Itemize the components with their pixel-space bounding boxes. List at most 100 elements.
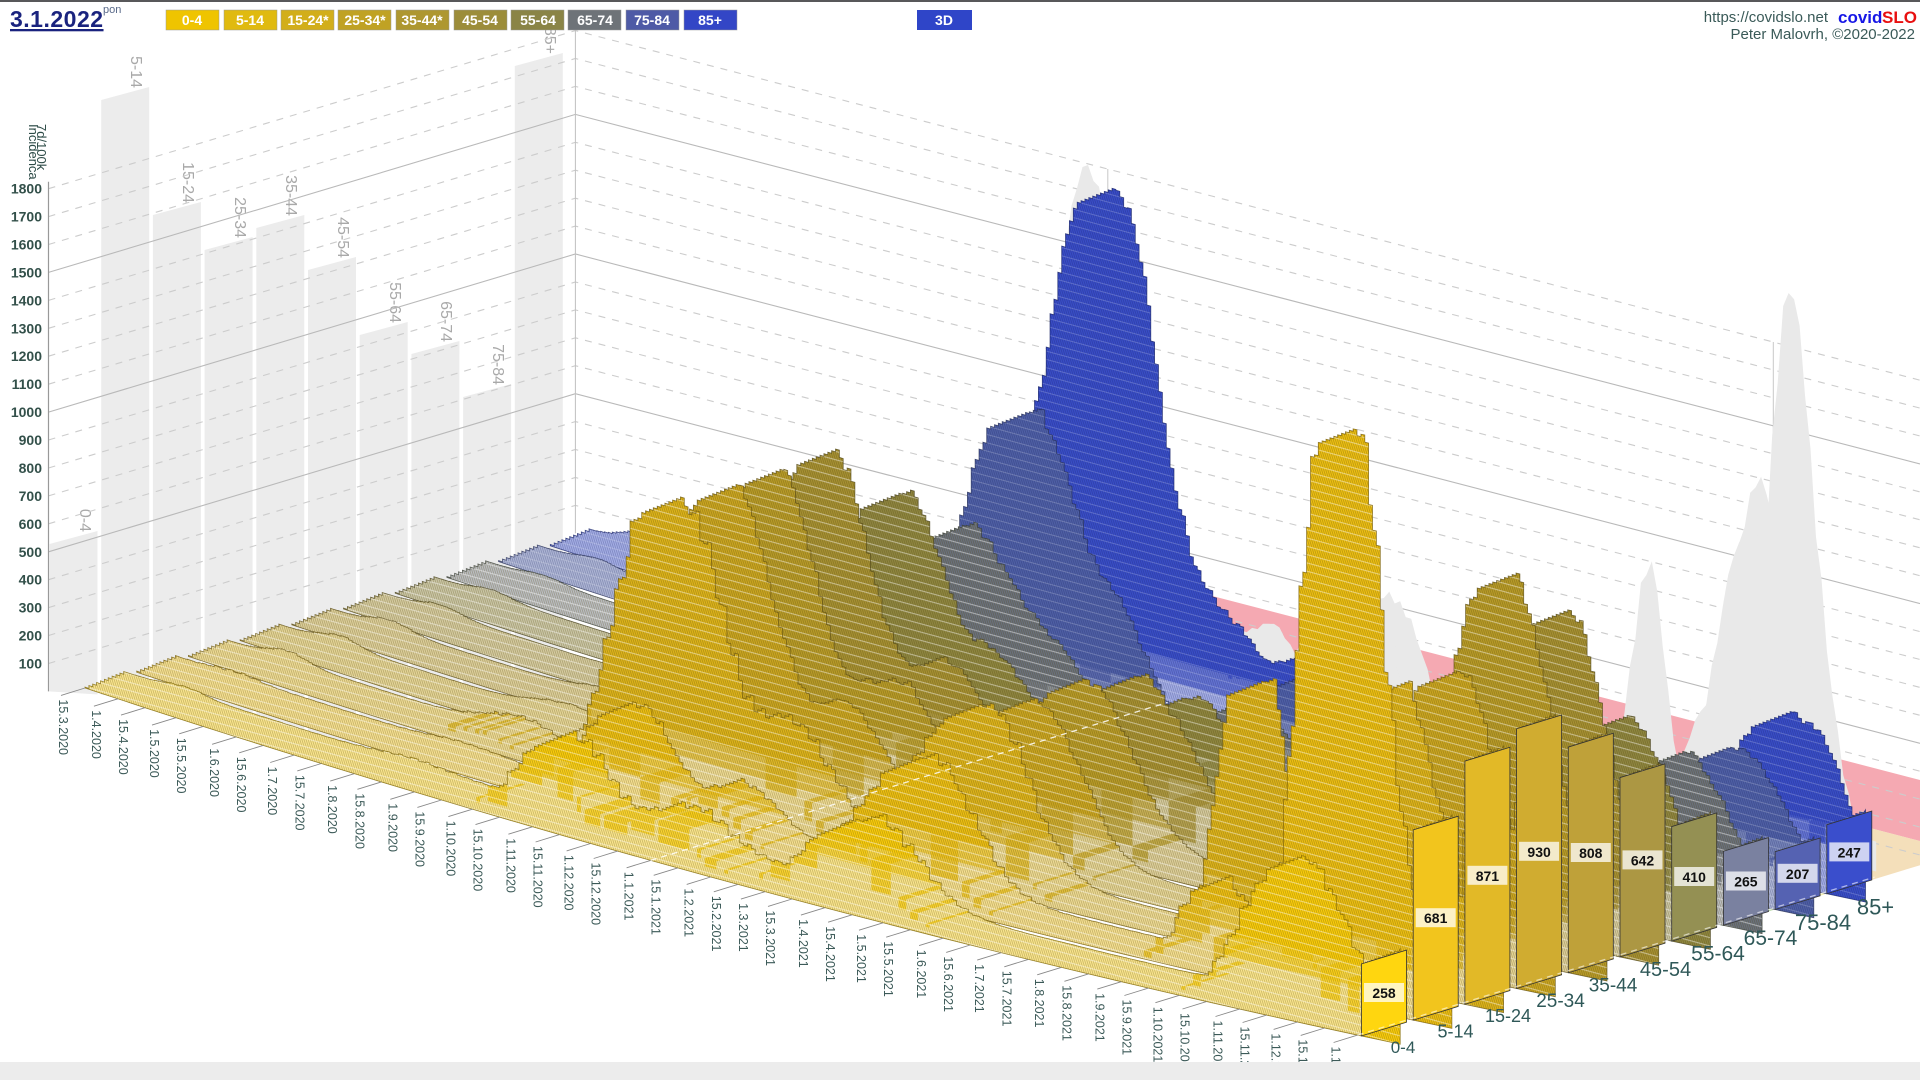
- svg-text:1.6.2021: 1.6.2021: [914, 950, 928, 999]
- svg-text:45-54: 45-54: [462, 12, 498, 28]
- svg-text:207: 207: [1786, 866, 1810, 882]
- svg-text:65-74: 65-74: [437, 301, 454, 342]
- svg-text:1.10.2021: 1.10.2021: [1150, 1007, 1164, 1063]
- svg-text:25-34: 25-34: [231, 197, 248, 238]
- svg-text:15.3.2020: 15.3.2020: [56, 699, 70, 755]
- svg-text:75-84: 75-84: [489, 344, 506, 385]
- svg-text:15.10.2021: 15.10.2021: [1178, 1013, 1192, 1076]
- svg-text:15.5.2021: 15.5.2021: [881, 941, 895, 997]
- svg-text:1.4.2021: 1.4.2021: [796, 919, 810, 968]
- svg-text:500: 500: [19, 544, 43, 560]
- svg-text:15.11.2020: 15.11.2020: [531, 846, 545, 908]
- svg-text:930: 930: [1527, 844, 1551, 860]
- svg-text:0-4: 0-4: [1391, 1038, 1416, 1057]
- svg-text:85+: 85+: [1857, 894, 1894, 919]
- svg-text:1.5.2020: 1.5.2020: [147, 729, 161, 778]
- svg-text:15-24: 15-24: [1485, 1006, 1531, 1026]
- svg-text:1800: 1800: [11, 181, 42, 197]
- svg-text:15.10.2020: 15.10.2020: [471, 829, 485, 892]
- svg-text:410: 410: [1683, 869, 1707, 885]
- svg-text:1.5.2021: 1.5.2021: [854, 934, 868, 983]
- svg-text:35-44*: 35-44*: [401, 12, 443, 28]
- svg-text:65-74: 65-74: [1744, 927, 1798, 950]
- svg-text:15-24: 15-24: [179, 162, 196, 203]
- svg-text:Peter Malovrh, ©2020-2022: Peter Malovrh, ©2020-2022: [1731, 26, 1916, 43]
- svg-text:55-64: 55-64: [386, 282, 403, 323]
- svg-text:871: 871: [1476, 868, 1500, 884]
- svg-text:1700: 1700: [11, 209, 42, 225]
- svg-text:400: 400: [19, 572, 43, 588]
- svg-text:55-64: 55-64: [1691, 943, 1745, 966]
- svg-text:642: 642: [1631, 852, 1655, 868]
- svg-text:1.3.2021: 1.3.2021: [736, 903, 750, 952]
- svg-text:3D: 3D: [935, 12, 953, 28]
- svg-text:5-14: 5-14: [1437, 1022, 1473, 1042]
- svg-text:15.6.2020: 15.6.2020: [234, 757, 248, 813]
- svg-text:1.11.2021: 1.11.2021: [1211, 1021, 1225, 1076]
- svg-text:1600: 1600: [11, 237, 42, 253]
- svg-text:1.4.2020: 1.4.2020: [89, 710, 103, 759]
- svg-text:75-84: 75-84: [634, 12, 670, 28]
- svg-text:1.12.2020: 1.12.2020: [562, 855, 576, 911]
- svg-text:covid: covid: [1838, 8, 1882, 27]
- svg-text:200: 200: [19, 628, 43, 644]
- svg-text:15.1.2021: 15.1.2021: [649, 879, 663, 935]
- svg-text:808: 808: [1579, 845, 1603, 861]
- svg-text:1.8.2020: 1.8.2020: [325, 785, 339, 834]
- svg-text:75-84: 75-84: [1795, 910, 1851, 935]
- svg-text:15-24*: 15-24*: [287, 12, 329, 28]
- svg-text:85+: 85+: [541, 27, 558, 54]
- svg-text:15.6.2021: 15.6.2021: [941, 956, 955, 1012]
- svg-text:1500: 1500: [11, 264, 42, 280]
- svg-text:100: 100: [19, 656, 43, 672]
- svg-text:1100: 1100: [12, 376, 43, 392]
- svg-text:35-44: 35-44: [282, 175, 299, 216]
- svg-text:85+: 85+: [698, 12, 722, 28]
- svg-text:15.4.2020: 15.4.2020: [116, 719, 130, 775]
- svg-text:1.1.2021: 1.1.2021: [622, 872, 636, 921]
- svg-text:https://covidslo.net: https://covidslo.net: [1704, 9, 1829, 26]
- svg-text:45-54: 45-54: [334, 217, 351, 258]
- svg-text:265: 265: [1734, 874, 1758, 890]
- svg-text:55-64: 55-64: [520, 12, 556, 28]
- svg-text:45-54: 45-54: [1640, 959, 1691, 981]
- svg-text:15.7.2021: 15.7.2021: [999, 971, 1013, 1027]
- svg-text:700: 700: [19, 488, 43, 504]
- svg-text:25-34: 25-34: [1536, 991, 1585, 1012]
- svg-text:15.8.2020: 15.8.2020: [352, 793, 366, 849]
- svg-text:15.7.2020: 15.7.2020: [292, 775, 306, 831]
- svg-text:1000: 1000: [11, 404, 42, 420]
- svg-text:247: 247: [1838, 844, 1862, 860]
- svg-text:1.10.2020: 1.10.2020: [443, 821, 457, 877]
- svg-text:15.5.2020: 15.5.2020: [174, 738, 188, 794]
- svg-text:15.8.2021: 15.8.2021: [1059, 985, 1073, 1041]
- svg-text:600: 600: [19, 516, 43, 532]
- svg-text:pon: pon: [103, 4, 121, 16]
- svg-text:15.9.2020: 15.9.2020: [412, 811, 426, 867]
- svg-text:15.3.2021: 15.3.2021: [763, 910, 777, 966]
- svg-text:7d/100k: 7d/100k: [34, 124, 49, 171]
- svg-text:15.9.2021: 15.9.2021: [1119, 1000, 1133, 1056]
- svg-text:5-14: 5-14: [127, 56, 144, 88]
- svg-text:1400: 1400: [11, 292, 42, 308]
- svg-text:1.9.2021: 1.9.2021: [1092, 993, 1106, 1042]
- svg-text:0-4: 0-4: [182, 12, 202, 28]
- svg-text:0-4: 0-4: [76, 509, 93, 532]
- svg-text:1.6.2020: 1.6.2020: [207, 748, 221, 797]
- svg-text:1.7.2021: 1.7.2021: [972, 964, 986, 1013]
- svg-text:SLO: SLO: [1882, 8, 1917, 27]
- svg-text:900: 900: [19, 432, 43, 448]
- svg-text:15.2.2021: 15.2.2021: [709, 896, 723, 952]
- svg-text:65-74: 65-74: [577, 12, 613, 28]
- svg-text:Incidenca: Incidenca: [26, 124, 41, 180]
- svg-text:15.4.2021: 15.4.2021: [823, 926, 837, 982]
- svg-text:1.11.2020: 1.11.2020: [503, 838, 517, 893]
- svg-text:35-44: 35-44: [1589, 975, 1638, 996]
- svg-text:1.2.2021: 1.2.2021: [682, 888, 696, 937]
- svg-text:1.9.2020: 1.9.2020: [385, 803, 399, 852]
- svg-text:15.12.2020: 15.12.2020: [589, 863, 603, 926]
- svg-text:1200: 1200: [11, 348, 42, 364]
- svg-text:3.1.2022: 3.1.2022: [10, 6, 104, 32]
- svg-text:681: 681: [1424, 910, 1448, 926]
- svg-text:5-14: 5-14: [236, 12, 264, 28]
